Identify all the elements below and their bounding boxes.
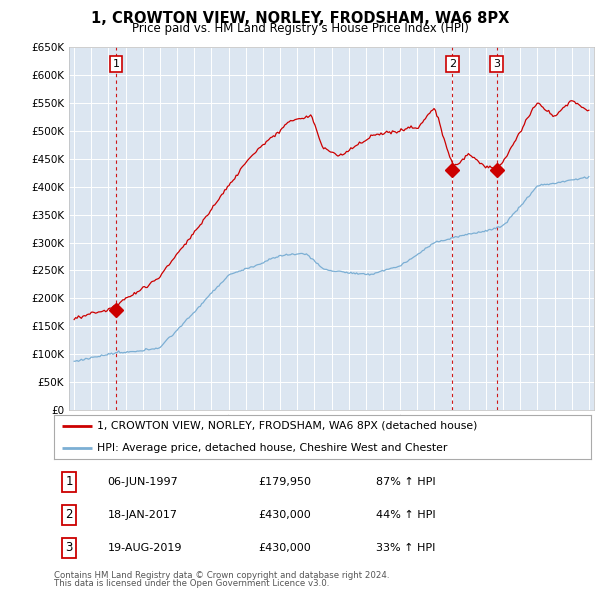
Text: 19-AUG-2019: 19-AUG-2019 [108, 543, 182, 553]
Text: 2: 2 [65, 508, 73, 522]
Text: £179,950: £179,950 [258, 477, 311, 487]
Text: £430,000: £430,000 [258, 543, 311, 553]
Text: £430,000: £430,000 [258, 510, 311, 520]
Text: HPI: Average price, detached house, Cheshire West and Chester: HPI: Average price, detached house, Ches… [97, 443, 448, 453]
Text: 1, CROWTON VIEW, NORLEY, FRODSHAM, WA6 8PX: 1, CROWTON VIEW, NORLEY, FRODSHAM, WA6 8… [91, 11, 509, 25]
Text: 2: 2 [449, 59, 456, 69]
Text: 18-JAN-2017: 18-JAN-2017 [108, 510, 178, 520]
Text: 44% ↑ HPI: 44% ↑ HPI [376, 510, 436, 520]
Text: 3: 3 [493, 59, 500, 69]
Text: 1, CROWTON VIEW, NORLEY, FRODSHAM, WA6 8PX (detached house): 1, CROWTON VIEW, NORLEY, FRODSHAM, WA6 8… [97, 421, 478, 431]
Text: 33% ↑ HPI: 33% ↑ HPI [376, 543, 436, 553]
Text: This data is licensed under the Open Government Licence v3.0.: This data is licensed under the Open Gov… [54, 579, 329, 588]
Text: 3: 3 [65, 541, 73, 555]
Text: 06-JUN-1997: 06-JUN-1997 [108, 477, 178, 487]
Text: 1: 1 [65, 475, 73, 489]
Text: Price paid vs. HM Land Registry's House Price Index (HPI): Price paid vs. HM Land Registry's House … [131, 22, 469, 35]
Text: 1: 1 [113, 59, 119, 69]
Text: 87% ↑ HPI: 87% ↑ HPI [376, 477, 436, 487]
Text: Contains HM Land Registry data © Crown copyright and database right 2024.: Contains HM Land Registry data © Crown c… [54, 571, 389, 580]
